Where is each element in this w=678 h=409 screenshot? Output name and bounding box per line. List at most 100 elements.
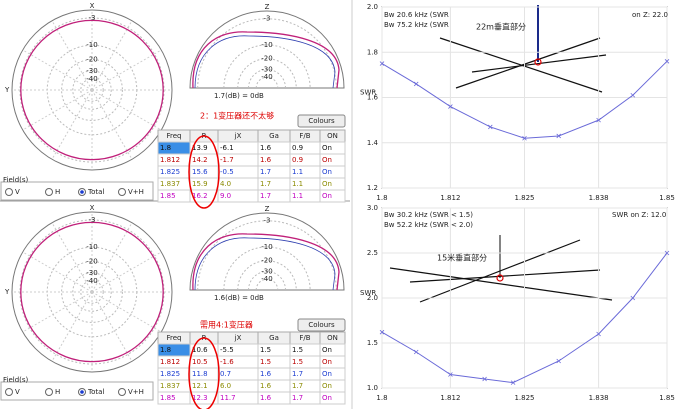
azimuth-outline xyxy=(11,211,173,373)
x-tick-label: 1.85 xyxy=(659,394,675,402)
azimuth-spoke xyxy=(51,222,93,293)
annotation: 需用4:1变压器 xyxy=(200,320,253,330)
table-cell-text: -1.7 xyxy=(220,156,234,164)
colours-button[interactable] xyxy=(297,114,346,128)
radio-label[interactable]: Total xyxy=(87,388,104,396)
table-cell-text: 1.5 xyxy=(260,346,271,354)
radio-label[interactable]: V+H xyxy=(128,188,144,196)
ring-label: -10 xyxy=(86,41,97,49)
table-cell xyxy=(319,391,346,405)
azimuth-spoke xyxy=(22,49,93,91)
azimuth-ring xyxy=(80,78,104,102)
table-cell-text: 15.6 xyxy=(192,168,208,176)
table-cell-text: -1.6 xyxy=(220,358,234,366)
table-header: Freq xyxy=(167,132,182,140)
swr-marker xyxy=(556,133,561,139)
azimuth-pattern xyxy=(20,221,164,363)
swr-marker xyxy=(413,349,419,355)
table-cell-text: 1.7 xyxy=(260,192,271,200)
x-tick-label: 1.825 xyxy=(514,194,534,202)
elevation-ring xyxy=(237,58,297,89)
annotation: 22m垂直部分 xyxy=(476,22,526,32)
radio-button[interactable] xyxy=(5,188,13,196)
table-cell-text: 1.837 xyxy=(160,382,180,390)
azimuth-spoke xyxy=(51,89,93,160)
swr-marker xyxy=(379,61,385,66)
table-header: Freq xyxy=(167,334,182,342)
x-tick-label: 1.812 xyxy=(440,194,460,202)
radio-label[interactable]: Total xyxy=(87,188,104,196)
elevation-gain-label: 1.7(dB) = 0dB xyxy=(214,92,264,100)
ring-label: -20 xyxy=(261,257,272,265)
swr-marker xyxy=(379,329,385,335)
azimuth-spoke xyxy=(22,291,93,333)
y-tick-label: 1.2 xyxy=(367,184,378,192)
radio-button[interactable] xyxy=(5,388,13,396)
table-cell-text: 10.5 xyxy=(192,358,208,366)
y-tick-label: 1.6 xyxy=(367,94,379,102)
y-tick-label: 1.5 xyxy=(367,339,378,347)
table-cell-text: 1.85 xyxy=(160,192,176,200)
table-cell-text: On xyxy=(322,144,332,152)
x-tick-label: 1.838 xyxy=(589,394,609,402)
ring-label: -30 xyxy=(261,66,272,74)
swr-marker xyxy=(556,358,561,364)
field-label: Field(s) xyxy=(3,176,29,184)
radio-label[interactable]: V xyxy=(15,388,20,396)
radio-label[interactable]: V xyxy=(15,188,20,196)
radio-button[interactable] xyxy=(118,188,126,196)
azimuth-spoke xyxy=(91,251,162,293)
azimuth-spoke xyxy=(91,222,133,293)
swr-marker xyxy=(664,250,670,256)
table-cell-text: 1.812 xyxy=(160,358,180,366)
azimuth-spoke xyxy=(51,291,93,362)
x-tick-label: 1.825 xyxy=(514,394,534,402)
colours-button[interactable] xyxy=(297,318,346,332)
table-cell-text: 11.8 xyxy=(192,370,208,378)
azimuth-ring xyxy=(61,261,123,323)
radio-button[interactable] xyxy=(45,188,53,196)
table-cell-text: 11.7 xyxy=(220,394,236,402)
ring-label: -3 xyxy=(264,15,271,23)
radio-label[interactable]: H xyxy=(55,188,60,196)
field-group xyxy=(0,181,154,201)
elevation-pattern xyxy=(192,233,340,291)
table-header: Ga xyxy=(269,132,279,140)
table-cell-text: 14.2 xyxy=(192,156,208,164)
radio-label[interactable]: H xyxy=(55,388,60,396)
radio-button[interactable] xyxy=(45,388,53,396)
table-cell-text: On xyxy=(322,192,332,200)
table-cell-text: 16.2 xyxy=(192,192,208,200)
elevation-pattern xyxy=(192,31,340,89)
radio-dot xyxy=(80,390,84,394)
elevation-pattern xyxy=(194,35,336,89)
table-cell-text: 1.6 xyxy=(260,156,272,164)
axis-label: Z xyxy=(265,3,270,11)
radio-button[interactable] xyxy=(118,388,126,396)
ring-label: -20 xyxy=(261,55,272,63)
elevation-ring xyxy=(255,76,279,89)
elevation-ring xyxy=(248,69,286,89)
ring-label: -10 xyxy=(86,243,97,251)
highlight-circle xyxy=(188,135,220,209)
elevation-outline xyxy=(189,10,345,89)
table-cell-text: 1.6 xyxy=(260,394,272,402)
radio-label[interactable]: V+H xyxy=(128,388,144,396)
ring-label: -40 xyxy=(261,275,272,283)
axis-label: X xyxy=(90,2,95,10)
table-cell-text: 1.5 xyxy=(260,358,271,366)
swr-marker xyxy=(482,376,487,382)
table-cell-text: 0.7 xyxy=(220,370,231,378)
ring-label: -20 xyxy=(86,56,97,64)
colours-button-label[interactable]: Colours xyxy=(308,117,335,125)
ring-label: -20 xyxy=(86,258,97,266)
info-text: on Z: 22.0 xyxy=(632,11,668,19)
table-header: Ga xyxy=(269,334,279,342)
colours-button-label[interactable]: Colours xyxy=(308,321,335,329)
x-tick-label: 1.812 xyxy=(440,394,460,402)
ring-label: -3 xyxy=(264,217,271,225)
axis-label: Z xyxy=(265,205,270,213)
table-cell-text: 1.837 xyxy=(160,180,180,188)
x-tick-label: 1.8 xyxy=(376,194,387,202)
field-group xyxy=(0,381,154,401)
